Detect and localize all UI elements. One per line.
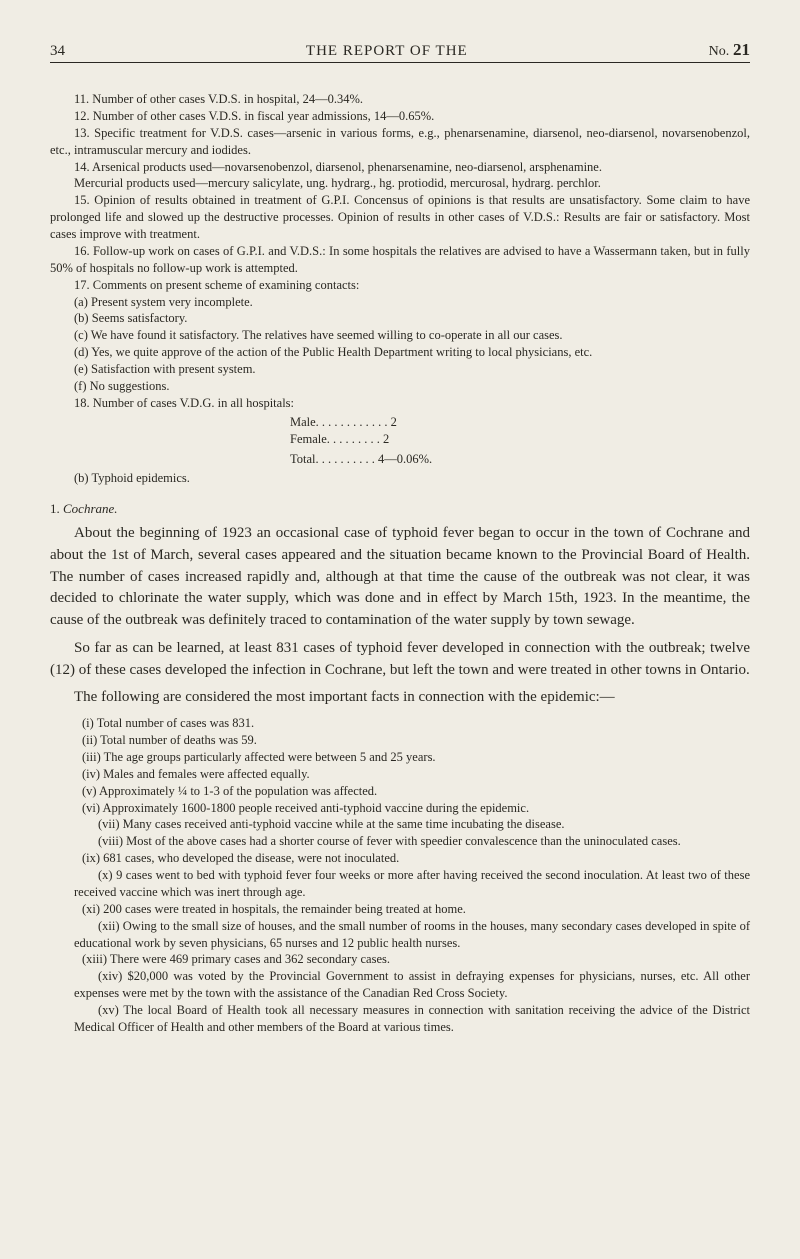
item-11: 11. Number of other cases V.D.S. in hosp…: [50, 91, 750, 108]
no-number: 21: [733, 40, 750, 59]
item-17c: (c) We have found it satisfactory. The r…: [50, 327, 750, 344]
section-num: 1.: [50, 501, 60, 516]
section1-p2: So far as can be learned, at least 831 c…: [50, 638, 750, 682]
item-17f: (f) No suggestions.: [50, 378, 750, 395]
female-row: Female. . . . . . . . . 2: [290, 431, 510, 448]
item-17b: (b) Seems satisfactory.: [50, 310, 750, 327]
item-12: 12. Number of other cases V.D.S. in fisc…: [50, 108, 750, 125]
item-13: 13. Specific treatment for V.D.S. cases—…: [50, 125, 750, 159]
item-16: 16. Follow-up work on cases of G.P.I. an…: [50, 243, 750, 277]
fact-i: (i) Total number of cases was 831.: [50, 715, 750, 732]
fact-xv: (xv) The local Board of Health took all …: [50, 1002, 750, 1036]
fact-ix: (ix) 681 cases, who developed the diseas…: [50, 850, 750, 867]
fact-xiv: (xiv) $20,000 was voted by the Provincia…: [50, 968, 750, 1002]
epidemic-facts-list: (i) Total number of cases was 831. (ii) …: [50, 715, 750, 1036]
section-name: Cochrane.: [63, 501, 118, 516]
male-row: Male. . . . . . . . . . . . 2: [290, 414, 510, 431]
fact-viii: (viii) Most of the above cases had a sho…: [50, 833, 750, 850]
section1-p1: About the beginning of 1923 an occasiona…: [50, 523, 750, 632]
page-number-right: No. 21: [709, 40, 750, 60]
item-17: 17. Comments on present scheme of examin…: [50, 277, 750, 294]
item-17a: (a) Present system very incomplete.: [50, 294, 750, 311]
fact-iv: (iv) Males and females were affected equ…: [50, 766, 750, 783]
header-title: THE REPORT OF THE: [306, 43, 468, 60]
item-15: 15. Opinion of results obtained in treat…: [50, 192, 750, 243]
tally-block: Male. . . . . . . . . . . . 2 Female. . …: [50, 414, 750, 469]
document-page: 34 THE REPORT OF THE No. 21 11. Number o…: [0, 0, 800, 1086]
fact-xii: (xii) Owing to the small size of houses,…: [50, 918, 750, 952]
fact-vii: (vii) Many cases received anti-typhoid v…: [50, 816, 750, 833]
total-row: Total. . . . . . . . . . 4—0.06%.: [290, 451, 510, 468]
fact-xiii: (xiii) There were 469 primary cases and …: [50, 951, 750, 968]
no-label: No.: [709, 44, 730, 59]
item-17d: (d) Yes, we quite approve of the action …: [50, 344, 750, 361]
item-18: 18. Number of cases V.D.G. in all hospit…: [50, 395, 750, 412]
section-1-heading: 1. Cochrane.: [50, 501, 750, 517]
b-typhoid: (b) Typhoid epidemics.: [50, 470, 750, 487]
upper-text-block: 11. Number of other cases V.D.S. in hosp…: [50, 91, 750, 487]
fact-v: (v) Approximately ¼ to 1-3 of the popula…: [50, 783, 750, 800]
item-17e: (e) Satisfaction with present system.: [50, 361, 750, 378]
section1-p3: The following are considered the most im…: [50, 687, 750, 709]
page-header: 34 THE REPORT OF THE No. 21: [50, 40, 750, 63]
fact-ii: (ii) Total number of deaths was 59.: [50, 732, 750, 749]
fact-iii: (iii) The age groups particularly affect…: [50, 749, 750, 766]
item-14: 14. Arsenical products used—novarsenoben…: [50, 159, 750, 176]
page-number-left: 34: [50, 43, 65, 60]
fact-x: (x) 9 cases went to bed with typhoid fev…: [50, 867, 750, 901]
fact-vi: (vi) Approximately 1600-1800 people rece…: [50, 800, 750, 817]
item-14b: Mercurial products used—mercury salicyla…: [50, 175, 750, 192]
fact-xi: (xi) 200 cases were treated in hospitals…: [50, 901, 750, 918]
